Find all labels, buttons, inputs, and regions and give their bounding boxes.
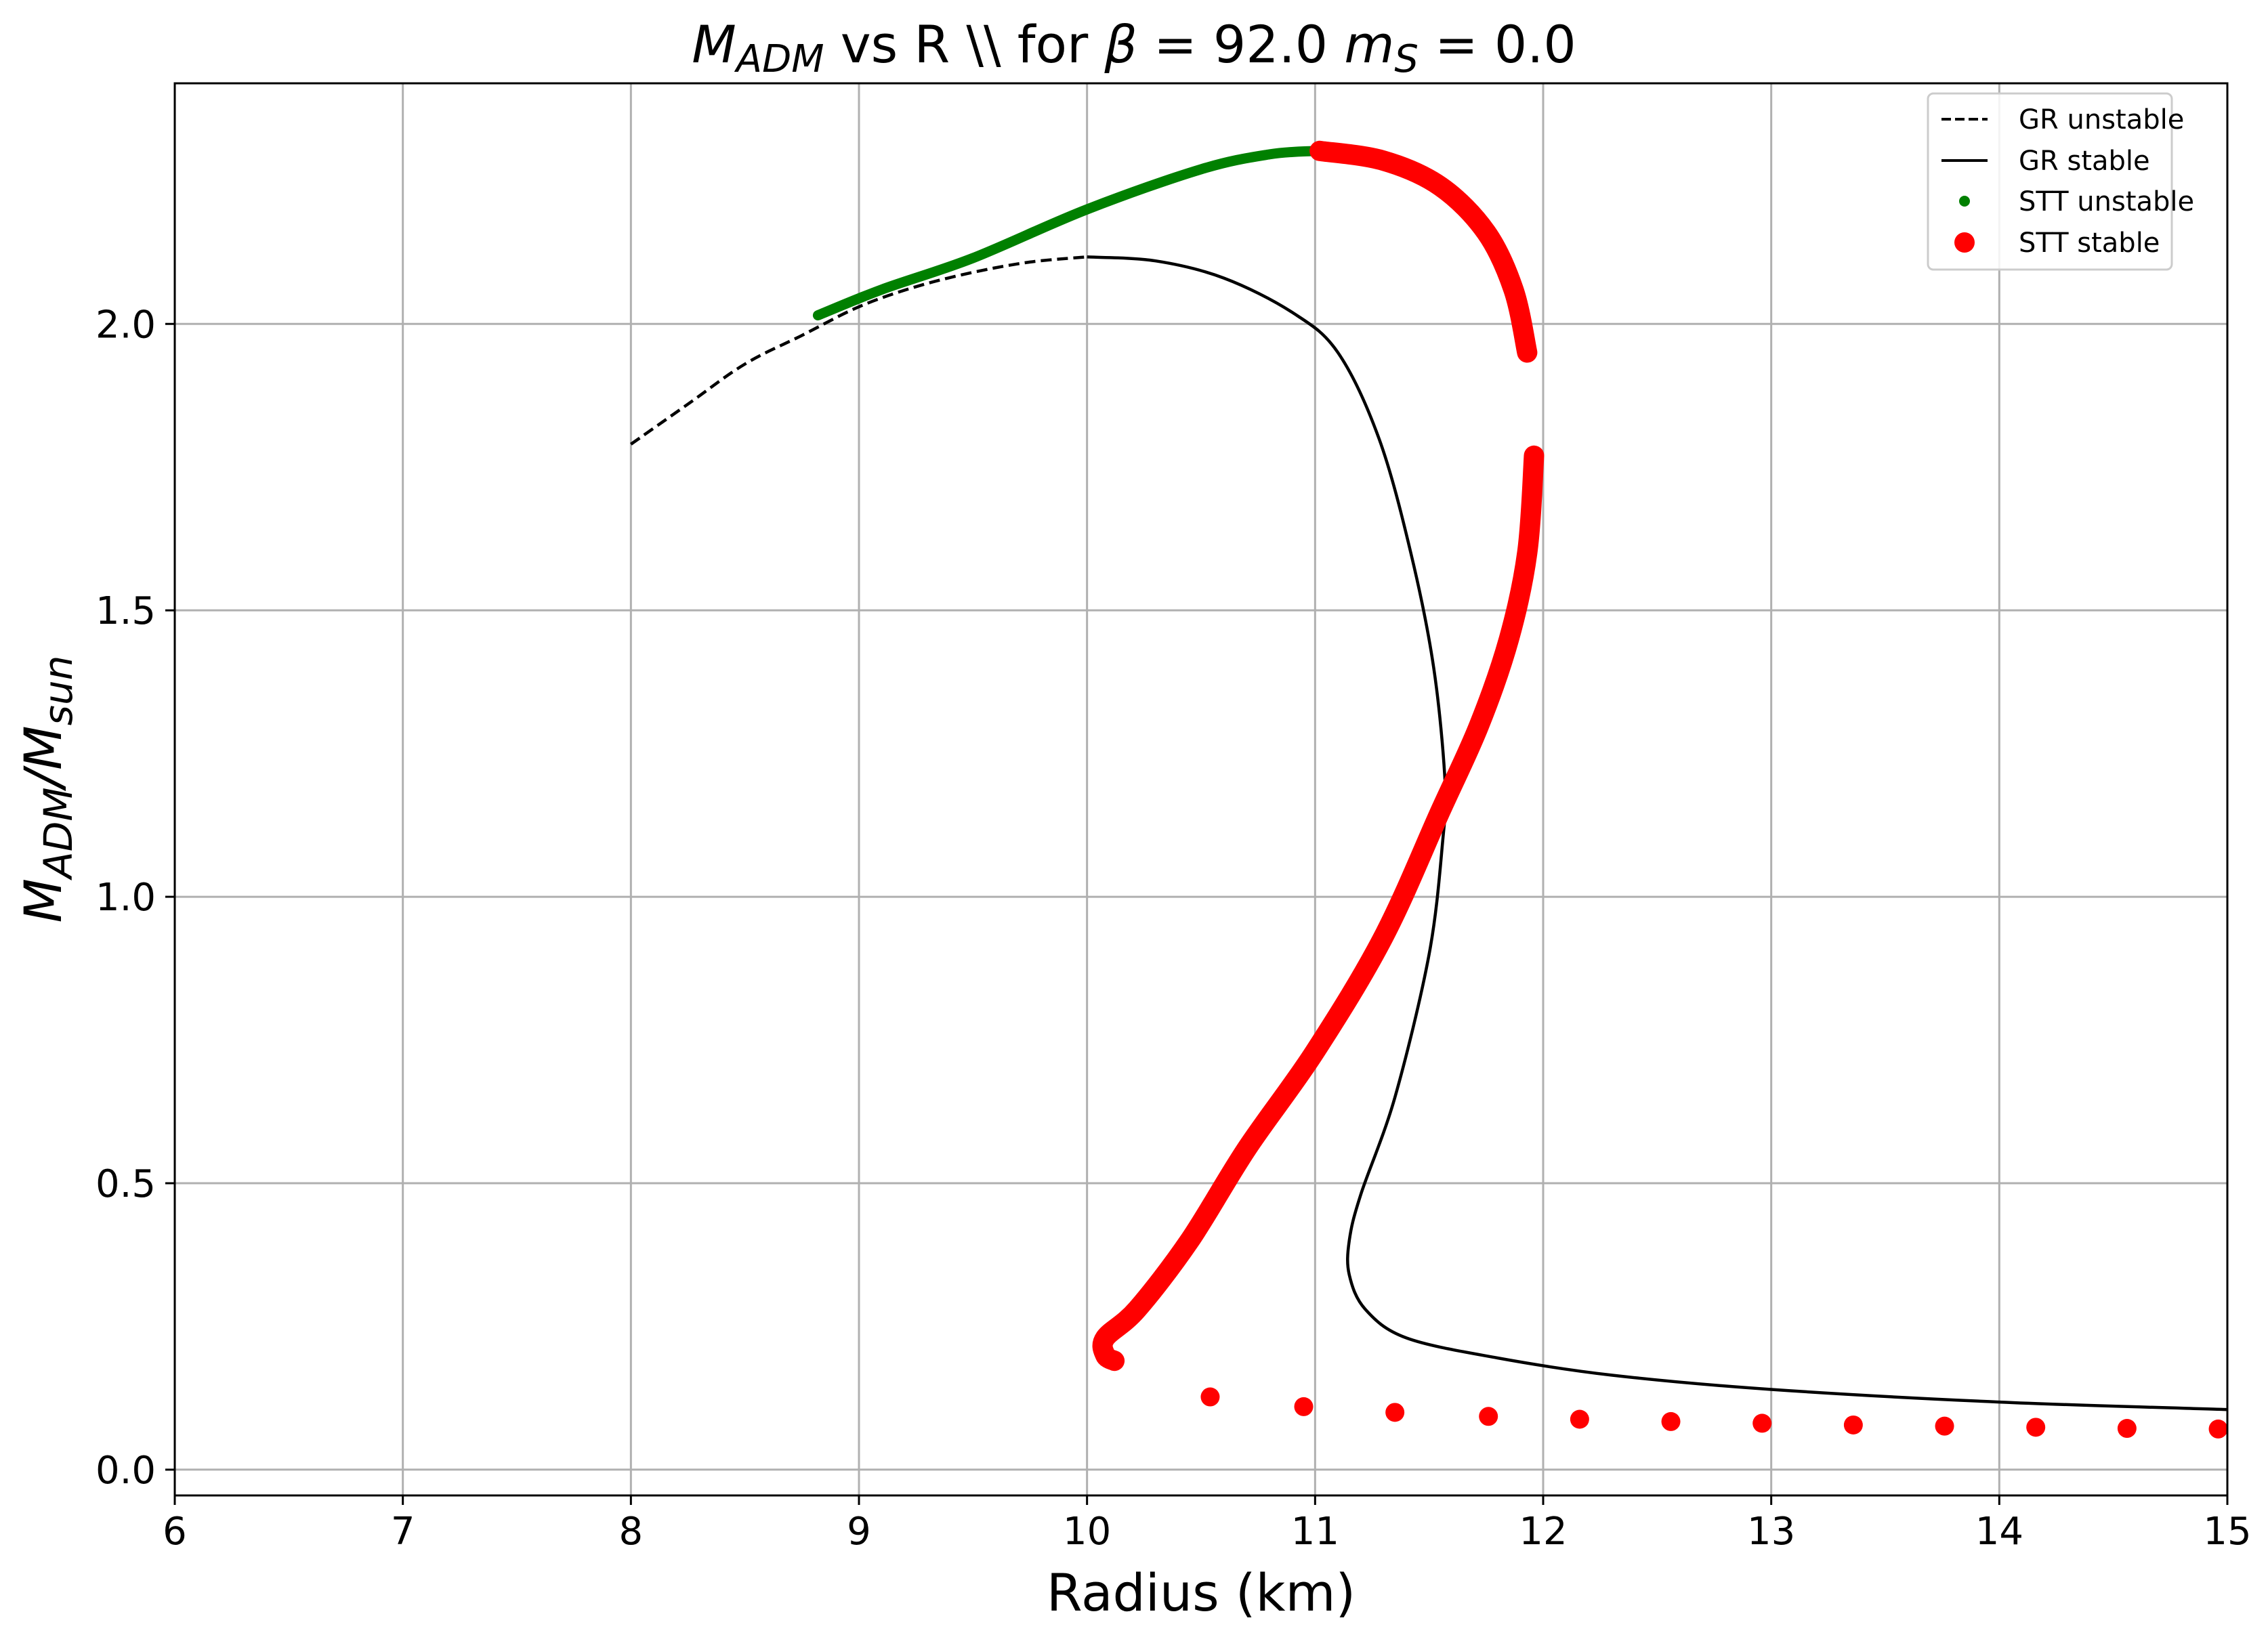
stt-stable-point xyxy=(1385,1403,1405,1422)
x-tick-label: 15 xyxy=(2203,1510,2251,1554)
stt-stable-point xyxy=(2208,1419,2228,1439)
y-tick-label: 0.0 xyxy=(96,1449,156,1493)
x-tick-label: 6 xyxy=(163,1510,187,1554)
legend-box xyxy=(1927,92,2173,271)
plot-frame xyxy=(173,82,2229,1497)
y-axis-title: MADM/Msun xyxy=(13,656,81,923)
stt-stable-branch xyxy=(1092,445,1545,1372)
x-tick-label: 12 xyxy=(1519,1510,1567,1554)
stt-stable-point xyxy=(2026,1418,2046,1437)
stt-stable-point xyxy=(1752,1413,1772,1433)
legend-stt-stable-label: STT stable xyxy=(2019,228,2160,259)
stt-stable-branch xyxy=(1309,140,1538,363)
y-axis-ticks: 0.0 0.5 1.0 1.5 2.0 xyxy=(96,303,175,1493)
stt-markers xyxy=(812,140,2228,1439)
x-tick-label: 9 xyxy=(847,1510,871,1554)
x-tick-label: 14 xyxy=(1975,1510,2023,1554)
stt-unstable-branch xyxy=(812,146,1320,321)
legend: GR unstable GR stable STT unstable STT s… xyxy=(1927,92,2194,271)
gr-curves xyxy=(630,255,2228,1411)
stt-stable-point xyxy=(1294,1397,1314,1416)
legend-stt-unstable-swatch xyxy=(1959,196,1970,207)
x-tick-label: 10 xyxy=(1063,1510,1111,1554)
chart-title: MADM vs R \\ for β = 92.0 mS = 0.0 xyxy=(692,14,1576,81)
grid-lines xyxy=(173,83,2229,1495)
x-axis-ticks: 6 7 8 9 10 11 12 13 14 15 xyxy=(163,1495,2252,1554)
x-tick-label: 7 xyxy=(391,1510,415,1554)
stt-stable-point xyxy=(1479,1407,1498,1426)
legend-stt-unstable-label: STT unstable xyxy=(2019,186,2194,217)
gr-unstable-line xyxy=(630,255,1087,446)
legend-stt-stable-swatch xyxy=(1954,232,1975,253)
legend-gr-stable-label: GR stable xyxy=(2019,146,2150,177)
stt-stable-point xyxy=(1935,1416,1954,1436)
stt-stable-point xyxy=(2117,1419,2137,1439)
x-tick-label: 8 xyxy=(619,1510,644,1554)
x-tick-label: 13 xyxy=(1747,1510,1795,1554)
x-tick-label: 11 xyxy=(1291,1510,1339,1554)
y-tick-label: 1.0 xyxy=(96,876,156,920)
stt-stable-point xyxy=(1570,1409,1589,1429)
legend-gr-unstable-label: GR unstable xyxy=(2019,104,2184,135)
stt-stable-point xyxy=(1843,1415,1863,1434)
stt-stable-point xyxy=(1661,1411,1681,1431)
y-tick-label: 0.5 xyxy=(96,1162,156,1206)
stt-stable-point xyxy=(1200,1387,1220,1407)
x-axis-title: Radius (km) xyxy=(1047,1562,1356,1623)
y-tick-label: 1.5 xyxy=(96,589,156,633)
gr-stable-line xyxy=(1087,255,2228,1411)
y-tick-label: 2.0 xyxy=(96,303,156,347)
